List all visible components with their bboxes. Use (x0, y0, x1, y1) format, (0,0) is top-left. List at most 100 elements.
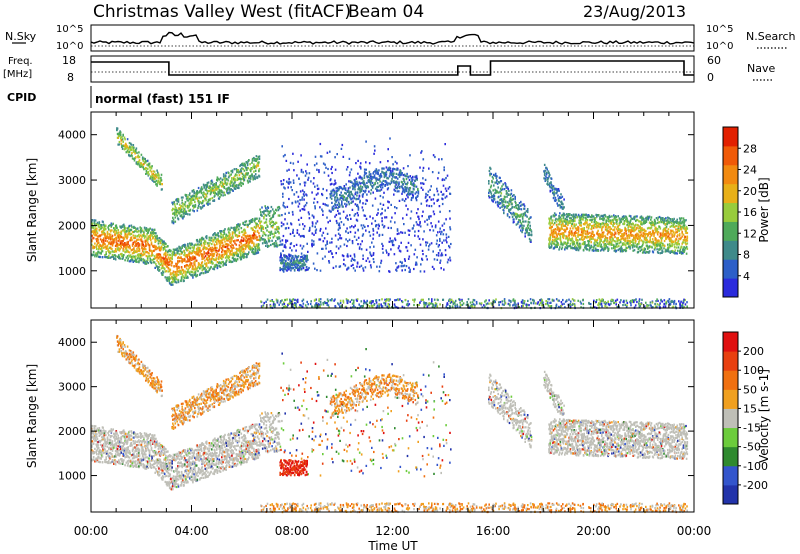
heatmap-cell (121, 252, 123, 256)
heatmap-cell (216, 243, 218, 246)
heatmap-cell (281, 243, 284, 246)
heatmap-cell (359, 185, 362, 188)
heatmap-cell (401, 190, 404, 193)
heatmap-cell (392, 173, 395, 176)
heatmap-cell (258, 169, 260, 172)
heatmap-cell (345, 230, 347, 233)
heatmap-cell (236, 229, 238, 232)
heatmap-cell (221, 251, 223, 254)
heatmap-cell (279, 266, 281, 270)
heatmap-cell (394, 206, 396, 209)
heatmap-cell (172, 207, 174, 210)
heatmap-cell (332, 205, 335, 208)
heatmap-cell (303, 181, 306, 184)
heatmap-cell (301, 196, 304, 199)
heatmap-cell (396, 185, 399, 189)
heatmap-cell (340, 196, 343, 199)
heatmap-cell (147, 231, 150, 234)
heatmap-cell (191, 243, 194, 246)
heatmap-cell (490, 184, 493, 187)
heatmap-cell (361, 227, 364, 230)
heatmap-cell (284, 212, 286, 215)
heatmap-cell (403, 189, 405, 192)
heatmap-cell (403, 178, 405, 181)
heatmap-cell (295, 249, 297, 252)
heatmap-cell (191, 190, 194, 193)
heatmap-cell (365, 186, 368, 190)
heatmap-cell (499, 187, 502, 190)
heatmap-cell (261, 226, 263, 229)
heatmap-cell (565, 237, 567, 240)
heatmap-cell (148, 229, 150, 232)
heatmap-cell (138, 249, 141, 253)
heatmap-cell (286, 169, 288, 172)
heatmap-cell (419, 270, 422, 273)
heatmap-cell (216, 246, 218, 249)
heatmap-cell (201, 206, 204, 209)
heatmap-cell (362, 224, 365, 227)
heatmap-cell (297, 218, 300, 221)
heatmap-cell (495, 191, 498, 194)
heatmap-cell (278, 207, 281, 210)
heatmap-cell (187, 209, 190, 212)
heatmap-cell (247, 253, 249, 256)
heatmap-cell (169, 268, 172, 271)
nsky-trace (90, 31, 695, 45)
heatmap-cell (287, 226, 290, 230)
heatmap-cell (368, 260, 371, 263)
heatmap-cell (353, 214, 356, 217)
heatmap-cell (275, 240, 277, 243)
heatmap-cell (499, 194, 502, 197)
heatmap-cell (145, 172, 147, 175)
heatmap-cell (206, 256, 209, 260)
heatmap-cell (142, 243, 145, 246)
heatmap-cell (115, 224, 118, 227)
heatmap-cell (303, 257, 306, 260)
heatmap-cell (132, 234, 135, 237)
heatmap-cell (405, 265, 408, 268)
heatmap-cell (335, 219, 338, 223)
heatmap-cell (567, 240, 569, 243)
heatmap-cell (291, 267, 293, 270)
heatmap-cell (246, 162, 249, 165)
heatmap-cell (379, 173, 382, 176)
heatmap-cell (396, 266, 398, 269)
heatmap-cell (148, 249, 151, 252)
heatmap-cell (360, 189, 363, 193)
heatmap-cell (316, 184, 319, 187)
heatmap-cell (136, 234, 139, 238)
heatmap-cell (202, 205, 204, 208)
heatmap-cell (178, 203, 181, 206)
heatmap-cell (173, 203, 176, 206)
heatmap-cell (172, 218, 175, 221)
heatmap-cell (362, 267, 364, 270)
heatmap-cell (178, 253, 181, 256)
heatmap-cell (324, 163, 326, 166)
heatmap-cell (383, 167, 385, 170)
heatmap-cell (273, 241, 276, 245)
freq-tick-top: 18 (62, 54, 76, 67)
heatmap-cell (445, 177, 447, 180)
heatmap-cell (488, 196, 491, 199)
heatmap-cell (488, 169, 491, 172)
heatmap-cell (126, 255, 129, 258)
heatmap-cell (570, 224, 573, 228)
heatmap-cell (582, 242, 584, 245)
heatmap-cell (286, 222, 289, 225)
heatmap-cell (123, 254, 125, 257)
heatmap-cell (131, 154, 133, 158)
heatmap-cell (550, 230, 553, 233)
heatmap-cell (127, 148, 129, 151)
heatmap-cell (321, 234, 323, 237)
heatmap-cell (170, 277, 172, 280)
heatmap-cell (244, 247, 247, 250)
heatmap-cell (217, 185, 220, 188)
heatmap-cell (141, 235, 143, 238)
heatmap-cell (121, 240, 123, 243)
heatmap-cell (123, 225, 126, 228)
heatmap-cell (157, 247, 159, 250)
heatmap-cell (304, 181, 307, 184)
heatmap-cell (425, 200, 428, 203)
heatmap-cell (149, 257, 151, 260)
heatmap-cell (96, 232, 99, 235)
